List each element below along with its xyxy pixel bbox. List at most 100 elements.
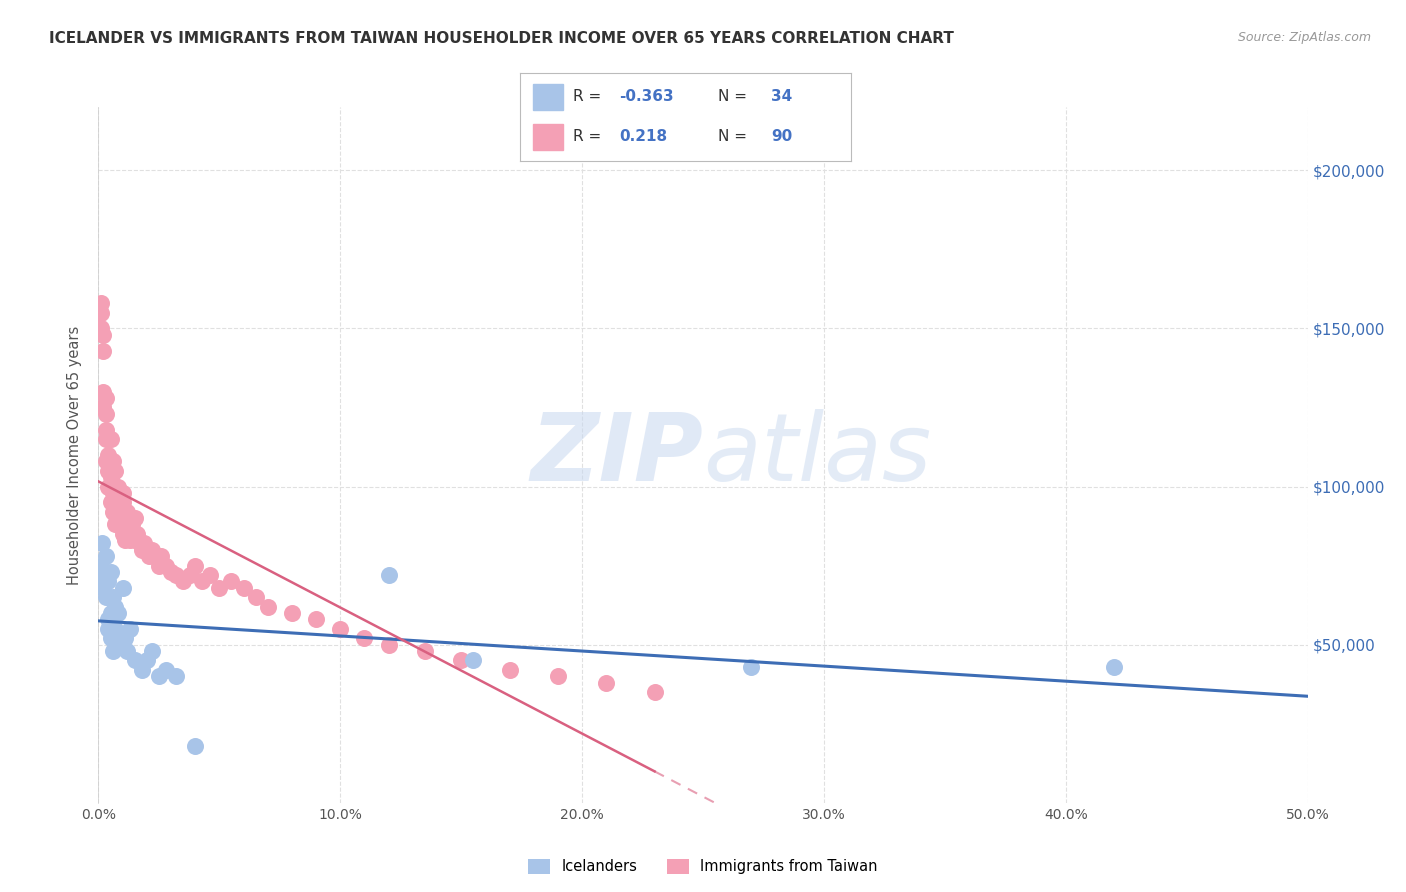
Point bbox=[118, 517, 141, 532]
Point bbox=[150, 549, 173, 563]
Text: atlas: atlas bbox=[703, 409, 931, 500]
Point bbox=[114, 511, 136, 525]
Point bbox=[100, 470, 122, 484]
Point bbox=[97, 464, 120, 478]
Point bbox=[101, 644, 124, 658]
Point bbox=[91, 536, 114, 550]
Point bbox=[90, 558, 112, 573]
Point bbox=[148, 669, 170, 683]
Point bbox=[281, 606, 304, 620]
Point bbox=[97, 622, 120, 636]
Point bbox=[547, 669, 569, 683]
Point bbox=[108, 517, 131, 532]
Point bbox=[353, 632, 375, 646]
Point bbox=[90, 321, 112, 335]
Point bbox=[107, 517, 129, 532]
Point bbox=[108, 495, 131, 509]
Point bbox=[111, 527, 134, 541]
Point bbox=[90, 305, 112, 319]
Point bbox=[108, 505, 131, 519]
Point bbox=[91, 343, 114, 358]
Point bbox=[111, 511, 134, 525]
Point bbox=[135, 653, 157, 667]
Point bbox=[118, 622, 141, 636]
Point bbox=[463, 653, 485, 667]
Point bbox=[104, 599, 127, 614]
Point bbox=[131, 663, 153, 677]
Point bbox=[450, 653, 472, 667]
Point bbox=[111, 495, 134, 509]
Point bbox=[114, 517, 136, 532]
Point bbox=[198, 568, 221, 582]
Point bbox=[595, 675, 617, 690]
Point bbox=[179, 568, 201, 582]
Point bbox=[128, 536, 150, 550]
Point bbox=[155, 558, 177, 573]
Point bbox=[94, 454, 117, 468]
Point bbox=[91, 568, 114, 582]
Point bbox=[97, 612, 120, 626]
Text: 0.218: 0.218 bbox=[620, 129, 668, 145]
Point bbox=[107, 505, 129, 519]
Point bbox=[117, 505, 139, 519]
Text: ZIP: ZIP bbox=[530, 409, 703, 501]
Legend: Icelanders, Immigrants from Taiwan: Icelanders, Immigrants from Taiwan bbox=[523, 853, 883, 880]
Point bbox=[100, 495, 122, 509]
Point bbox=[191, 574, 214, 589]
Point bbox=[94, 591, 117, 605]
Point bbox=[108, 511, 131, 525]
Point bbox=[91, 384, 114, 399]
Text: ICELANDER VS IMMIGRANTS FROM TAIWAN HOUSEHOLDER INCOME OVER 65 YEARS CORRELATION: ICELANDER VS IMMIGRANTS FROM TAIWAN HOUS… bbox=[49, 31, 955, 46]
Point bbox=[100, 432, 122, 446]
Point bbox=[165, 669, 187, 683]
Text: -0.363: -0.363 bbox=[620, 89, 673, 104]
Point bbox=[138, 549, 160, 563]
Point bbox=[97, 448, 120, 462]
Point bbox=[107, 495, 129, 509]
Point bbox=[101, 479, 124, 493]
Text: R =: R = bbox=[574, 89, 606, 104]
Point bbox=[155, 663, 177, 677]
Point bbox=[101, 591, 124, 605]
Point bbox=[124, 533, 146, 548]
Point bbox=[94, 391, 117, 405]
Point bbox=[90, 296, 112, 310]
Point bbox=[104, 486, 127, 500]
Point bbox=[117, 517, 139, 532]
Point bbox=[184, 558, 207, 573]
Point bbox=[97, 432, 120, 446]
Point bbox=[100, 632, 122, 646]
Point bbox=[104, 622, 127, 636]
Point bbox=[143, 549, 166, 563]
Point bbox=[100, 454, 122, 468]
Point bbox=[165, 568, 187, 582]
Point bbox=[121, 517, 143, 532]
Y-axis label: Householder Income Over 65 years: Householder Income Over 65 years bbox=[67, 326, 83, 584]
Point bbox=[148, 558, 170, 573]
Text: R =: R = bbox=[574, 129, 606, 145]
Text: Source: ZipAtlas.com: Source: ZipAtlas.com bbox=[1237, 31, 1371, 45]
Point bbox=[135, 542, 157, 557]
Point bbox=[97, 479, 120, 493]
Point bbox=[124, 511, 146, 525]
Point bbox=[91, 581, 114, 595]
Point bbox=[101, 486, 124, 500]
Point bbox=[118, 533, 141, 548]
Text: N =: N = bbox=[718, 89, 752, 104]
Point bbox=[91, 401, 114, 415]
Point bbox=[100, 479, 122, 493]
Point bbox=[100, 464, 122, 478]
Point bbox=[97, 574, 120, 589]
Bar bbox=[533, 84, 564, 110]
Point bbox=[111, 581, 134, 595]
Point bbox=[131, 542, 153, 557]
Point bbox=[141, 542, 163, 557]
Point bbox=[141, 644, 163, 658]
Point bbox=[256, 599, 278, 614]
Point bbox=[160, 565, 183, 579]
Point bbox=[305, 612, 328, 626]
Point bbox=[104, 464, 127, 478]
Point bbox=[740, 660, 762, 674]
Point bbox=[107, 486, 129, 500]
Point bbox=[100, 606, 122, 620]
